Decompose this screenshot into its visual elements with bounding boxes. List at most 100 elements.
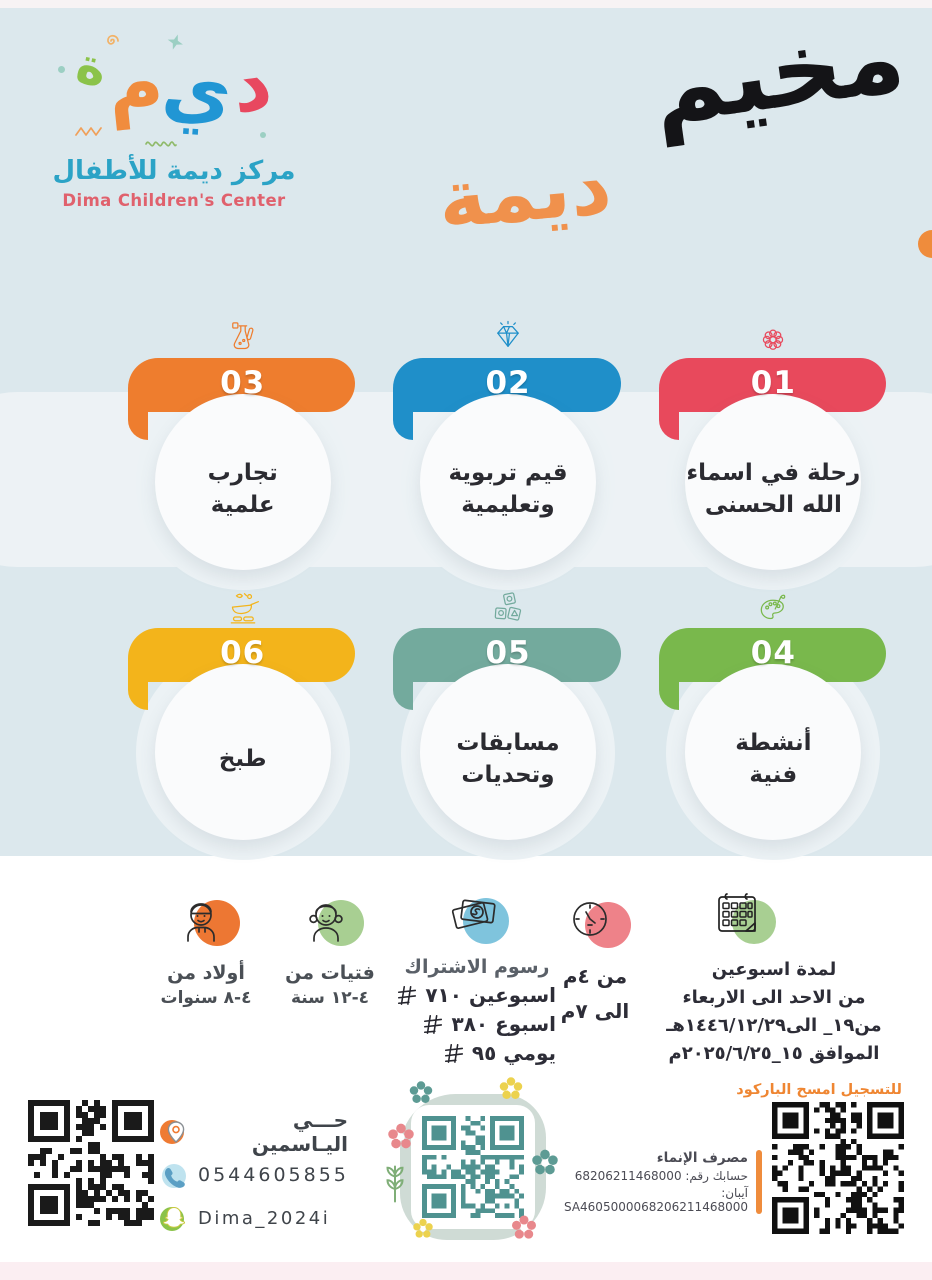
card-label: مسابقات وتحديات bbox=[456, 729, 560, 788]
card-label: قيم تربوية وتعليمية bbox=[448, 459, 568, 518]
qr-code-left bbox=[28, 1100, 154, 1226]
contact-phone: 0544605855 bbox=[198, 1164, 349, 1186]
schedule-hijri-dates: من١٩_ الى١٤٤٦/١٢/٢٩هـ bbox=[666, 1014, 882, 1036]
contact-snapchat-row: Dima_2024i bbox=[158, 1202, 348, 1234]
boy-icon bbox=[187, 903, 215, 942]
card-circle: قيم تربوية وتعليمية bbox=[420, 394, 596, 570]
logo-letter: م bbox=[102, 36, 167, 131]
card-circle: طبخ bbox=[154, 664, 331, 840]
activity-cards: 01 رحلة في اسماء الله الحسنى 02 قيم تربو… bbox=[118, 318, 898, 860]
card-number: 03 bbox=[220, 365, 266, 401]
girl-circle-decoration bbox=[318, 900, 364, 946]
dot-decoration bbox=[58, 66, 65, 73]
logo-wordmark: ديمة bbox=[48, 34, 300, 147]
fee-row: اسبوع ٣٨٠ bbox=[398, 1012, 556, 1036]
boy-circle-decoration bbox=[194, 900, 240, 946]
girls-age-range: ٤-١٢ سنة bbox=[290, 988, 370, 1008]
girls-age-group: فتيات من ٤-١٢ سنة bbox=[276, 892, 384, 1008]
logo-letter: ي bbox=[159, 42, 235, 137]
activity-card-06: 06 طبخ bbox=[118, 588, 367, 860]
boys-age-group: أولاد من ٤-٨ سنوات bbox=[150, 892, 262, 1008]
bank-name: مصرف الإنماء bbox=[656, 1150, 748, 1166]
contact-list: حـــي اليـاسمين 0544605855 Dima_2024i bbox=[158, 1108, 348, 1245]
rosette-icon bbox=[649, 318, 898, 358]
schedule-gregorian-dates: الموافق ١٥_٢٠٢٥/٦/٢٥م bbox=[668, 1042, 880, 1064]
time-to: الى ٧م bbox=[560, 999, 630, 1023]
contact-snapchat: Dima_2024i bbox=[198, 1207, 331, 1229]
register-scan-label: للتسجيل امسح الباركود bbox=[736, 1082, 902, 1098]
contact-location-row: حـــي اليـاسمين bbox=[158, 1108, 348, 1156]
star-decoration-icon bbox=[167, 34, 183, 50]
fee-label: اسبوعين bbox=[468, 983, 556, 1007]
qr-code-register bbox=[772, 1102, 904, 1234]
fee-label: اسبوع bbox=[495, 1012, 556, 1036]
flower-decoration-icon bbox=[409, 1081, 433, 1103]
flower-decoration-icon bbox=[532, 1149, 558, 1175]
contact-phone-row: 0544605855 bbox=[158, 1159, 348, 1191]
card-number: 06 bbox=[220, 635, 266, 671]
squiggle-decoration-icon bbox=[145, 141, 177, 147]
logo: ديمة مركز ديمة للأطفال Dima Children's C… bbox=[48, 34, 300, 210]
flower-decoration-icon bbox=[388, 1123, 414, 1149]
qr-code-center bbox=[422, 1116, 524, 1218]
card-label: رحلة في اسماء الله الحسنى bbox=[686, 459, 861, 518]
money-icon bbox=[451, 899, 496, 929]
riyal-symbol-icon bbox=[398, 985, 417, 1005]
fee-row: اسبوعين ٧١٠ bbox=[398, 983, 556, 1007]
schedule-duration: لمدة اسبوعين bbox=[711, 959, 837, 980]
fees-title: رسوم الاشتراك bbox=[404, 956, 550, 978]
phone-icon bbox=[162, 1164, 186, 1188]
contact-location: حـــي اليـاسمين bbox=[251, 1108, 348, 1156]
edge-decoration bbox=[918, 230, 932, 258]
schedule-group: لمدة اسبوعين من الاحد الى الاربعاء من١٩_… bbox=[628, 888, 920, 1068]
fee-price: ٧١٠ bbox=[425, 983, 462, 1007]
fee-row: يومي ٩٥ bbox=[398, 1041, 556, 1065]
cooking-icon bbox=[118, 588, 367, 628]
bank-iban: آيبان: SA4605000068206211468000 bbox=[563, 1186, 748, 1214]
card-number: 02 bbox=[485, 365, 531, 401]
snapchat-icon bbox=[160, 1206, 186, 1231]
fees-group: رسوم الاشتراك اسبوعين ٧١٠ اسبوع ٣٨٠ يومي… bbox=[398, 888, 556, 1065]
time-from: من ٤م bbox=[562, 964, 628, 988]
dot-decoration bbox=[260, 132, 266, 138]
flower-decoration-icon bbox=[499, 1077, 523, 1099]
zigzag-decoration-icon bbox=[75, 127, 102, 136]
leaves-decoration-icon bbox=[386, 1165, 404, 1203]
card-label: تجارب علمية bbox=[207, 459, 278, 518]
bottom-strip bbox=[0, 1262, 932, 1280]
riyal-symbol-icon bbox=[444, 1043, 463, 1063]
time-group: من ٤م الى ٧م bbox=[549, 892, 641, 1026]
palette-icon bbox=[649, 588, 898, 628]
clock-icon bbox=[573, 902, 607, 936]
flower-decoration-icon bbox=[413, 1218, 433, 1238]
bank-accent-bar bbox=[756, 1150, 762, 1214]
flower-decoration-icon bbox=[512, 1215, 536, 1239]
card-number: 05 bbox=[485, 635, 531, 671]
center-name-arabic: مركز ديمة للأطفال bbox=[52, 156, 296, 186]
schedule-days: من الاحد الى الاربعاء bbox=[682, 986, 866, 1008]
location-pin-icon bbox=[160, 1120, 185, 1144]
bank-account-number: حسابك رقم: 68206211468000 bbox=[574, 1169, 748, 1183]
calendar-icon bbox=[718, 893, 756, 932]
fee-label: يومي bbox=[503, 1041, 556, 1065]
activity-card-02: 02 قيم تربوية وتعليمية bbox=[383, 318, 632, 590]
card-label: طبخ bbox=[218, 745, 267, 772]
blocks-icon bbox=[383, 588, 632, 628]
bank-details: مصرف الإنماء حسابك رقم: 68206211468000 آ… bbox=[560, 1150, 748, 1214]
card-circle: تجارب علمية bbox=[154, 394, 331, 570]
spiral-decoration-icon bbox=[107, 34, 119, 45]
girl-icon bbox=[309, 904, 343, 942]
activity-card-01: 01 رحلة في اسماء الله الحسنى bbox=[649, 318, 898, 590]
flask-icon bbox=[118, 318, 367, 358]
registration-qr-decorated bbox=[386, 1077, 558, 1240]
card-number: 04 bbox=[750, 635, 796, 671]
riyal-symbol-icon bbox=[424, 1014, 443, 1034]
fee-price: ٩٥ bbox=[471, 1041, 497, 1065]
card-circle: أنشطة فنية bbox=[685, 664, 862, 840]
poster-title-line2: ديمة bbox=[434, 138, 615, 247]
card-label: أنشطة فنية bbox=[735, 729, 812, 788]
boys-label: أولاد من bbox=[167, 962, 245, 984]
top-strip bbox=[0, 0, 932, 8]
fee-price: ٣٨٠ bbox=[451, 1012, 489, 1036]
activity-card-04: 04 أنشطة فنية bbox=[649, 588, 898, 860]
